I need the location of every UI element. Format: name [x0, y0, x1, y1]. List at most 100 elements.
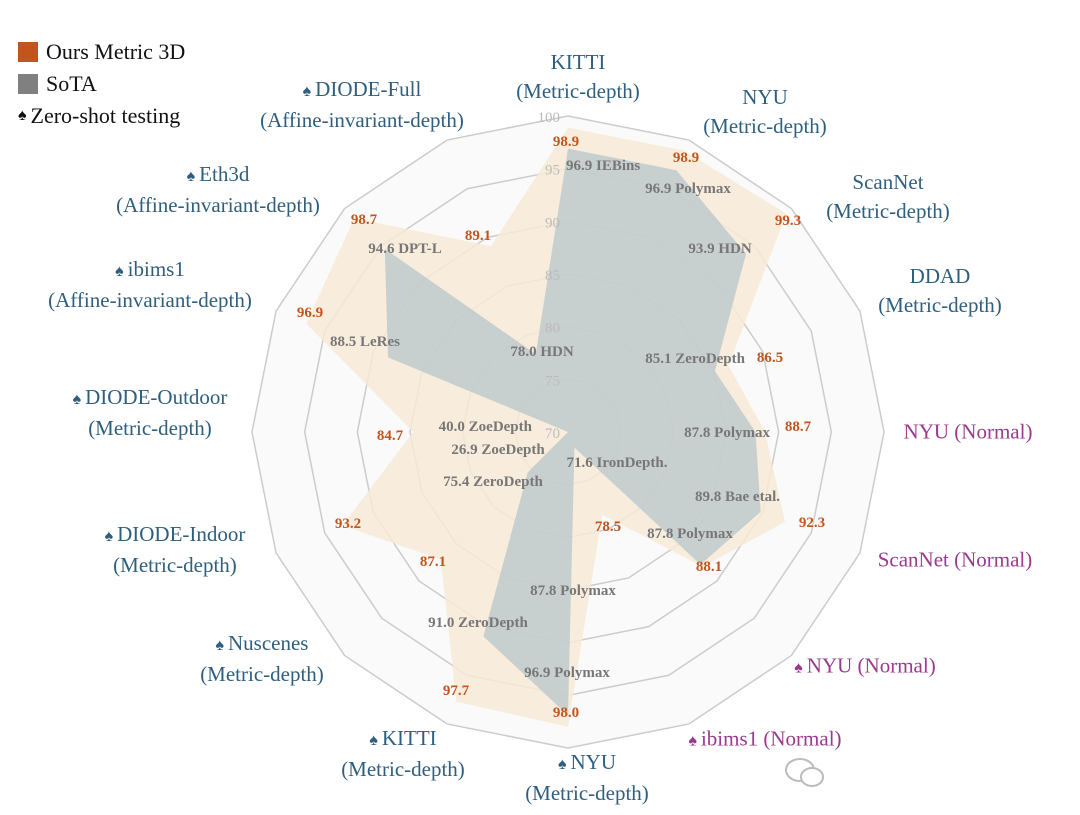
- spade-icon: ♠: [558, 756, 571, 773]
- axis-name: NYU (Normal): [904, 418, 1033, 447]
- radial-tick-label: 85: [545, 268, 560, 284]
- ours-value-label: 93.2: [335, 516, 361, 532]
- axis-name: ♠ DIODE-Outdoor: [73, 383, 228, 414]
- ours-value-label: 96.9: [297, 305, 323, 321]
- axis-name: ScanNet (Normal): [878, 546, 1033, 575]
- ours-value-label: 87.1: [420, 554, 446, 570]
- spade-icon: ♠: [369, 732, 382, 749]
- spade-icon: ♠: [302, 83, 316, 100]
- sota-value-label: 75.4 ZeroDepth: [443, 474, 543, 490]
- axis-name-text: ibims1: [127, 257, 185, 281]
- axis-label: ♠ NYU (Metric-depth): [525, 748, 649, 808]
- axis-subtitle: (Metric-depth): [88, 416, 212, 440]
- radial-tick-label: 70: [545, 426, 560, 442]
- spade-icon: ♠: [18, 107, 27, 124]
- axis-name: DDAD: [878, 262, 1002, 291]
- ours-value-label: 98.9: [673, 150, 699, 166]
- axis-subtitle: (Metric-depth): [525, 781, 649, 805]
- ours-value-label: 78.5: [595, 519, 621, 535]
- radial-tick-label: 95: [545, 163, 560, 179]
- sota-value-label: 89.8 Bae etal.: [695, 489, 780, 505]
- sota-value-label: 40.0 ZoeDepth: [439, 419, 533, 435]
- axis-name: ♠ ibims1: [48, 255, 252, 286]
- axis-name-text: DDAD: [909, 264, 971, 288]
- ours-value-label: 89.1: [465, 228, 491, 244]
- axis-label: ScanNet (Metric-depth): [826, 168, 950, 226]
- axis-name: ♠ NYU: [525, 748, 649, 779]
- ours-value-label: 88.1: [696, 559, 722, 575]
- legend: Ours Metric 3D SoTA ♠ Zero-shot testing: [18, 36, 185, 132]
- sota-value-label: 91.0 ZeroDepth: [428, 615, 528, 631]
- axis-subtitle: (Metric-depth): [703, 114, 827, 138]
- sota-value-label: 88.5 LeRes: [330, 334, 400, 350]
- spade-icon: ♠: [794, 659, 807, 677]
- axis-label: ♠ NYU (Normal): [794, 652, 935, 683]
- axis-name-text: DIODE-Indoor: [117, 522, 246, 546]
- sota-annotation-label: 87.8 Polymax: [530, 583, 616, 599]
- spade-icon: ♠: [115, 263, 128, 280]
- sota-value-label: 96.9 Polymax: [645, 181, 731, 197]
- axis-label: ♠ ibims1 (Normal): [688, 725, 841, 756]
- ours-value-label: 88.7: [785, 419, 812, 435]
- axis-name-text: ScanNet (Normal): [877, 547, 1033, 572]
- axis-name-text: ibims1 (Normal): [700, 726, 842, 751]
- axis-name: ♠ ibims1 (Normal): [688, 725, 841, 756]
- axis-label: ScanNet (Normal): [878, 546, 1033, 575]
- legend-item-zero-shot: ♠ Zero-shot testing: [18, 100, 185, 132]
- axis-subtitle: (Metric-depth): [878, 293, 1002, 317]
- axis-name-text: NYU (Normal): [806, 653, 936, 678]
- sota-value-label: 85.1 ZeroDepth: [645, 351, 745, 367]
- ours-value-label: 86.5: [757, 350, 783, 366]
- spade-icon: ♠: [688, 732, 701, 750]
- axis-label: NYU (Normal): [904, 418, 1033, 447]
- axis-label: ♠ DIODE-Full (Affine-invariant-depth): [260, 75, 464, 135]
- axis-subtitle: (Metric-depth): [826, 199, 950, 223]
- axis-subtitle: (Metric-depth): [516, 79, 640, 103]
- spade-icon: ♠: [186, 168, 200, 185]
- ours-swatch: [18, 42, 38, 62]
- axis-subtitle: (Metric-depth): [200, 662, 324, 686]
- ours-value-label: 98.7: [351, 212, 378, 228]
- sota-value-label: 96.9 Polymax: [524, 665, 610, 681]
- ours-value-label: 84.7: [377, 428, 404, 444]
- axis-label: ♠ ibims1 (Affine-invariant-depth): [48, 255, 252, 315]
- series-sota-area: [384, 148, 761, 716]
- axis-name-text: KITTI: [550, 50, 606, 74]
- wechat-logo-icon: [785, 758, 824, 787]
- sota-value-label: 71.6 IronDepth.: [567, 455, 668, 471]
- spade-icon: ♠: [104, 528, 118, 545]
- radial-tick-label: 80: [545, 321, 560, 337]
- axis-subtitle: (Metric-depth): [341, 757, 465, 781]
- spade-icon: ♠: [215, 637, 228, 654]
- sota-swatch: [18, 74, 38, 94]
- axis-name-text: NYU (Normal): [903, 419, 1033, 444]
- sota-value-label: 96.9 IEBins: [566, 158, 640, 174]
- axis-name: ♠ KITTI: [341, 724, 465, 755]
- ours-value-label: 99.3: [775, 213, 801, 229]
- axis-subtitle: (Metric-depth): [113, 553, 237, 577]
- sota-value-label: 87.8 Polymax: [647, 526, 733, 542]
- axis-name-text: ScanNet: [852, 170, 924, 194]
- axis-name-text: NYU: [570, 750, 617, 774]
- sota-value-label: 94.6 DPT-L: [368, 241, 442, 257]
- axis-name: ♠ Eth3d: [116, 160, 320, 191]
- legend-label: Ours Metric 3D: [46, 39, 186, 64]
- axis-label: ♠ DIODE-Outdoor (Metric-depth): [73, 383, 228, 443]
- radial-tick-label: 75: [545, 373, 560, 389]
- legend-item-sota: SoTA: [18, 68, 185, 100]
- axis-subtitle: (Affine-invariant-depth): [116, 193, 320, 217]
- radial-tick-label: 90: [545, 215, 560, 231]
- axis-name-text: DIODE-Full: [315, 77, 422, 101]
- axis-name-text: Nuscenes: [228, 631, 309, 655]
- radial-tick-label: 100: [538, 110, 561, 126]
- axis-name: KITTI: [516, 48, 640, 77]
- axis-label: ♠ KITTI (Metric-depth): [341, 724, 465, 784]
- axis-name: ♠ DIODE-Full: [260, 75, 464, 106]
- axis-name: ♠ DIODE-Indoor: [105, 520, 246, 551]
- axis-label: ♠ DIODE-Indoor (Metric-depth): [105, 520, 246, 580]
- axis-label: KITTI (Metric-depth): [516, 48, 640, 106]
- axis-subtitle: (Affine-invariant-depth): [48, 288, 252, 312]
- axis-subtitle: (Affine-invariant-depth): [260, 108, 464, 132]
